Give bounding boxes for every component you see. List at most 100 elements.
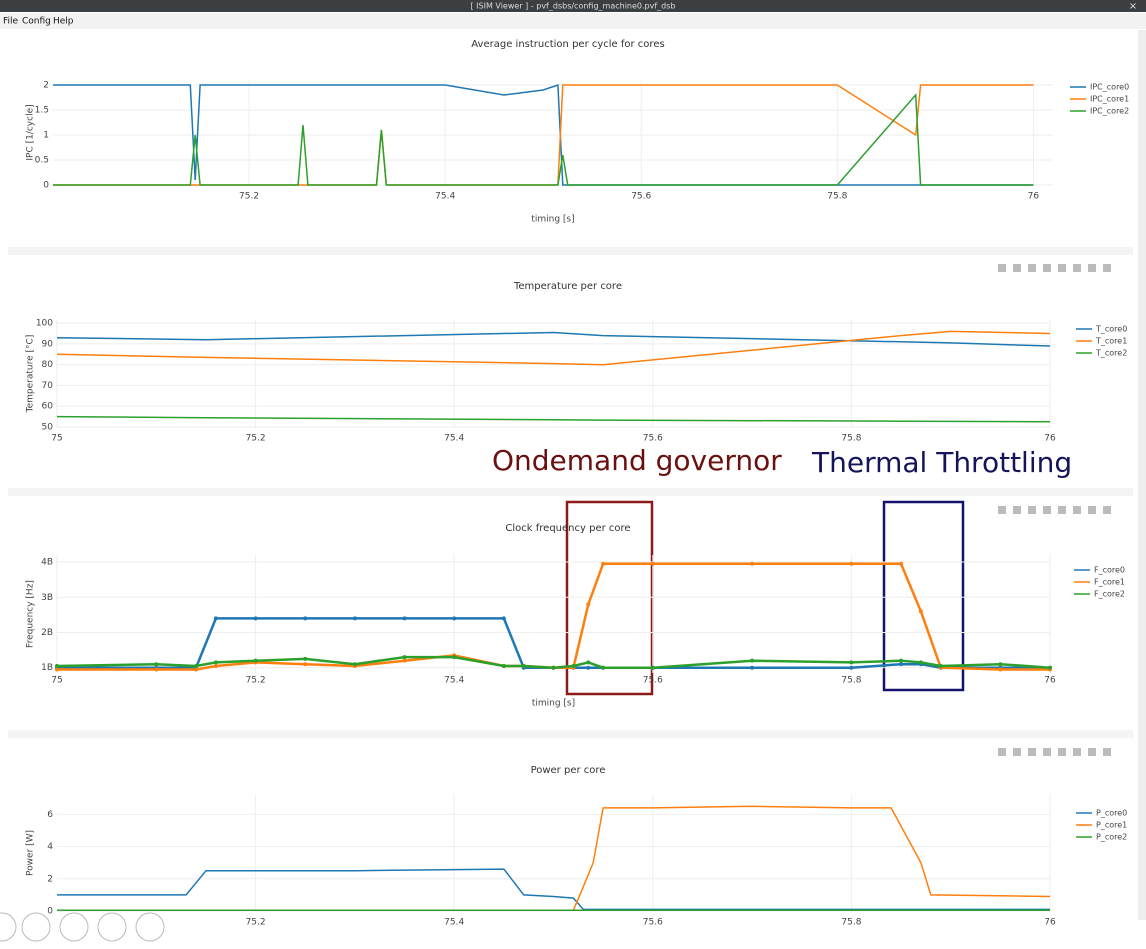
- annotation: Thermal Throttling: [811, 446, 1072, 479]
- toolbar-icon[interactable]: [1013, 264, 1021, 272]
- splitter[interactable]: [8, 730, 1133, 738]
- toolbar-icon[interactable]: [1088, 264, 1096, 272]
- toolbar-icon[interactable]: [1028, 748, 1036, 756]
- toolbar-icon[interactable]: [1103, 748, 1111, 756]
- y-tick-label: 3B: [41, 593, 53, 603]
- x-tick-label: 76: [1044, 434, 1056, 444]
- legend-label: F_core1: [1094, 578, 1125, 587]
- toolbar-icon[interactable]: [1088, 506, 1096, 514]
- x-tick-label: 76: [1028, 192, 1040, 202]
- x-tick-label: 75.8: [841, 676, 861, 686]
- series-marker: [899, 561, 904, 566]
- legend-label: F_core2: [1094, 590, 1125, 599]
- toolbar-icon[interactable]: [1103, 264, 1111, 272]
- y-tick-label: 50: [42, 423, 54, 433]
- x-tick-label: 75: [51, 434, 62, 444]
- y-axis-label: Power [W]: [26, 830, 36, 876]
- x-tick-label: 76: [1044, 918, 1056, 928]
- toolbar-icon[interactable]: [1058, 506, 1066, 514]
- scrollbar[interactable]: [1138, 30, 1146, 920]
- series-marker: [352, 616, 357, 621]
- series-marker: [586, 665, 591, 670]
- toolbar-icon[interactable]: [998, 506, 1006, 514]
- y-tick-label: 0: [43, 181, 49, 191]
- chart-title: Temperature per core: [513, 281, 622, 292]
- close-button[interactable]: ×: [1129, 1, 1137, 12]
- series-marker: [849, 561, 854, 566]
- series-marker: [55, 667, 59, 672]
- y-tick-label: 4: [47, 842, 53, 852]
- menu-item[interactable]: Config: [22, 17, 51, 27]
- toolbar-icon[interactable]: [998, 748, 1006, 756]
- y-tick-label: 4B: [41, 558, 53, 568]
- toolbar-icon[interactable]: [1073, 748, 1081, 756]
- menu-item[interactable]: Help: [53, 17, 74, 27]
- series-marker: [213, 616, 218, 621]
- menu-item[interactable]: File: [3, 17, 19, 27]
- series-marker: [194, 667, 199, 672]
- toolbar-icon[interactable]: [1088, 748, 1096, 756]
- toolbar-icon[interactable]: [1058, 748, 1066, 756]
- tool-button[interactable]: [135, 912, 165, 942]
- legend-label: T_core1: [1095, 337, 1127, 346]
- series-marker: [521, 663, 526, 668]
- menu-bar: [0, 13, 1146, 29]
- x-tick-label: 75.4: [435, 192, 455, 202]
- chart-title: Power per core: [531, 765, 606, 776]
- toolbar-icon[interactable]: [1103, 506, 1111, 514]
- toolbar-icon[interactable]: [1043, 748, 1051, 756]
- series-line: [56, 415, 1051, 423]
- toolbar-icon[interactable]: [998, 264, 1006, 272]
- legend-label: P_core2: [1096, 833, 1127, 842]
- y-axis-label: Temperature [°C]: [26, 335, 36, 414]
- y-tick-label: 1B: [41, 663, 53, 673]
- toolbar-icon[interactable]: [1073, 506, 1081, 514]
- x-axis-label: timing [s]: [532, 699, 575, 709]
- toolbar-icon[interactable]: [1043, 264, 1051, 272]
- chart: Temperature per core 75 75.2 75.4 75.6 75.8 76…: [26, 264, 1127, 444]
- title-bar: [0, 0, 1146, 12]
- x-tick-label: 75.4: [444, 918, 464, 928]
- toolbar-icon[interactable]: [1028, 264, 1036, 272]
- y-tick-label: 2B: [41, 628, 53, 638]
- toolbar-icon[interactable]: [1043, 506, 1051, 514]
- series-marker: [213, 660, 218, 665]
- series-marker: [154, 662, 159, 667]
- legend-label: T_core0: [1095, 325, 1127, 334]
- toolbar-icon[interactable]: [1013, 748, 1021, 756]
- series-marker: [601, 561, 606, 566]
- series-marker: [501, 616, 506, 621]
- window-title: [ ISIM Viewer ] - pvf_dsbs/config_machin…: [471, 2, 676, 11]
- tool-button[interactable]: [0, 912, 17, 942]
- tool-button[interactable]: [97, 912, 127, 942]
- y-tick-label: 80: [42, 360, 54, 370]
- series-marker: [750, 665, 755, 670]
- y-tick-label: 6: [47, 810, 53, 820]
- splitter[interactable]: [8, 247, 1133, 255]
- series-marker: [402, 658, 407, 663]
- chart-title: Clock frequency per core: [505, 523, 630, 534]
- x-tick-label: 75.4: [444, 676, 464, 686]
- toolbar-icon[interactable]: [1058, 264, 1066, 272]
- toolbar-icon[interactable]: [1073, 264, 1081, 272]
- series-marker: [849, 665, 854, 670]
- x-tick-label: 75: [51, 676, 62, 686]
- toolbar-icon[interactable]: [1028, 506, 1036, 514]
- tool-button[interactable]: [21, 912, 51, 942]
- y-tick-label: 70: [42, 381, 54, 391]
- bottom-toolbar: [0, 912, 165, 942]
- tool-button[interactable]: [59, 912, 89, 942]
- y-tick-label: 1.5: [35, 106, 49, 116]
- x-tick-label: 75.6: [643, 918, 663, 928]
- series-marker: [650, 561, 655, 566]
- splitter[interactable]: [8, 488, 1133, 496]
- series-marker: [899, 658, 904, 663]
- chart: Clock frequency per core 75 75.2 75.4 75.6 75…: [26, 506, 1125, 709]
- series-marker: [938, 663, 943, 668]
- series-line: [57, 868, 1050, 911]
- y-tick-label: 1: [43, 131, 49, 141]
- toolbar-icon[interactable]: [1013, 506, 1021, 514]
- legend-label: IPC_core2: [1090, 107, 1129, 116]
- x-tick-label: 75.6: [631, 192, 651, 202]
